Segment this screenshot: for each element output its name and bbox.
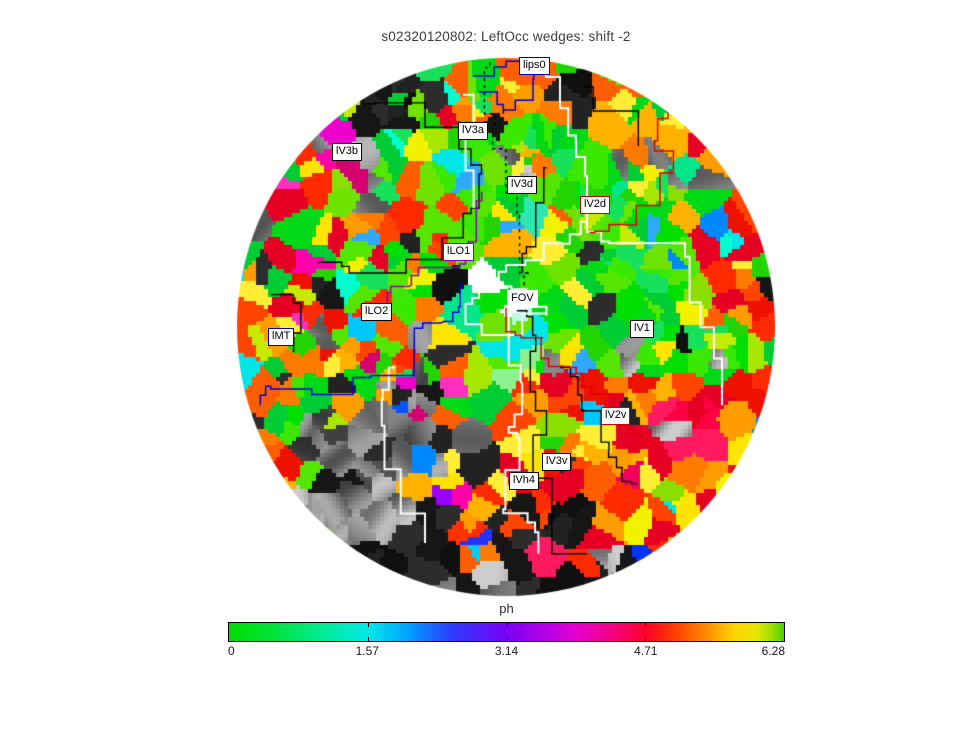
roi-label-lLO1: lLO1 bbox=[443, 243, 475, 261]
roi-label-lV3v: lV3v bbox=[542, 453, 572, 471]
colorbar-tick bbox=[506, 623, 508, 627]
colorbar-tick-label: 3.14 bbox=[494, 644, 519, 658]
roi-label-lV2d: lV2d bbox=[580, 196, 611, 214]
roi-label-FOV: FOV bbox=[507, 290, 538, 308]
roi-label-lV3b: lV3b bbox=[332, 143, 363, 161]
roi-label-lMT: lMT bbox=[268, 328, 295, 346]
colorbar-tick-labels: 0 1.57 3.14 4.71 6.28 bbox=[228, 644, 785, 660]
roi-label-lV2v: lV2v bbox=[601, 407, 631, 425]
colorbar-tick-label: 1.57 bbox=[355, 644, 379, 658]
roi-label-layer: lips0 lV3a lV3b lV3d lV2d lLO1 FOV lLO2 lMT lV1 lV… bbox=[236, 57, 776, 597]
colorbar-tick bbox=[367, 637, 369, 641]
colorbar-tick-label: 6.28 bbox=[761, 644, 785, 658]
colorbar-tick bbox=[645, 623, 647, 627]
page-title: s02320120802: LeftOcc wedges: shift -2 bbox=[381, 29, 631, 44]
colorbar bbox=[228, 622, 785, 642]
phase-map-canvas bbox=[236, 57, 776, 597]
phase-map-area: lips0 lV3a lV3b lV3d lV2d lLO1 FOV lLO2 lMT lV1 lV… bbox=[236, 57, 776, 597]
colorbar-title: ph bbox=[499, 601, 514, 616]
colorbar-tick-label: 4.71 bbox=[634, 644, 658, 658]
roi-label-lV3a: lV3a bbox=[458, 122, 489, 140]
roi-label-lV3d: lV3d bbox=[507, 176, 538, 194]
roi-label-lips0: lips0 bbox=[519, 57, 550, 75]
colorbar-tick bbox=[645, 637, 647, 641]
roi-label-lVh4: lVh4 bbox=[509, 472, 540, 490]
roi-label-lLO2: lLO2 bbox=[361, 303, 393, 321]
colorbar-tick bbox=[367, 623, 369, 627]
colorbar-tick bbox=[506, 637, 508, 641]
roi-label-lV1: lV1 bbox=[630, 320, 654, 338]
colorbar-tick-label: 0 bbox=[228, 644, 235, 658]
